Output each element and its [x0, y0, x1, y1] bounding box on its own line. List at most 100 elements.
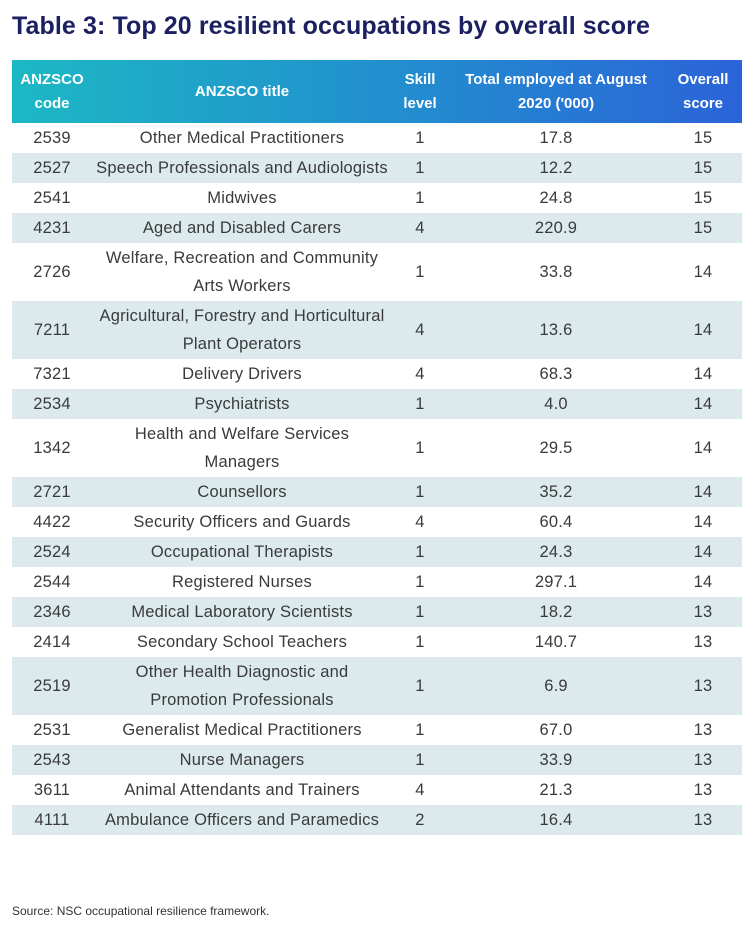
table-row: 4422 Security Officers and Guards 4 60.4 14: [12, 507, 742, 537]
table-cell: Secondary School Teachers: [136, 633, 348, 651]
table-cell: 1: [415, 483, 425, 501]
table-cell: 15: [693, 189, 713, 207]
table-cell: 13: [693, 781, 713, 799]
table-cell: 2539: [33, 129, 71, 147]
table-cell: 14: [693, 543, 713, 561]
table-cell: Psychiatrists: [194, 395, 290, 413]
table-cell: 2519: [33, 677, 71, 695]
table-row: 2519 Other Health Diagnostic and Promotio…: [12, 657, 742, 715]
table-cell: 1342: [33, 439, 71, 457]
table-row: 7211 Agricultural, Forestry and Horticult…: [12, 301, 742, 359]
title: Table 3: Top 20 resilient occupations by…: [12, 12, 651, 40]
table-cell: 60.4: [539, 513, 573, 531]
table-cell: Security Officers and Guards: [133, 513, 351, 531]
table-cell: 1: [415, 129, 425, 147]
table-cell: Ambulance Officers and Paramedics: [104, 811, 380, 829]
table-cell: 1: [415, 543, 425, 561]
table-row: 2539 Other Medical Practitioners 1 17.8 15: [12, 123, 742, 153]
table-cell: Nurse Managers: [179, 751, 305, 769]
table-head: ANZSCO code ANZSCO title Skill level Total …: [12, 60, 742, 123]
table-cell: 14: [693, 513, 713, 531]
table-cell: 1: [415, 573, 425, 591]
table-cell: Health and Welfare Services Managers: [134, 425, 350, 471]
table-cell: 2527: [33, 159, 71, 177]
table-cell: 1: [415, 189, 425, 207]
table-row: 1342 Health and Welfare Services Managers…: [12, 419, 742, 477]
table-cell: 2726: [33, 263, 71, 281]
table-cell: 3611: [33, 781, 71, 799]
table-cell: Welfare, Recreation and Community Arts W…: [105, 249, 379, 295]
table-cell: Other Medical Practitioners: [139, 129, 345, 147]
table-cell: 4: [415, 513, 425, 531]
table-cell: 4422: [33, 513, 71, 531]
table-cell: 6.9: [544, 677, 568, 695]
table-cell: 4: [415, 219, 425, 237]
table-cell: 15: [693, 159, 713, 177]
table-row: 4231 Aged and Disabled Carers 4 220.9 15: [12, 213, 742, 243]
table-cell: 1: [415, 633, 425, 651]
table-row: 4111 Ambulance Officers and Paramedics 2 16…: [12, 805, 742, 835]
table-cell: Aged and Disabled Carers: [142, 219, 342, 237]
header-cell: ANZSCO title: [194, 82, 290, 100]
table-cell: Midwives: [207, 189, 277, 207]
table-cell: 2541: [33, 189, 71, 207]
table-cell: 4231: [33, 219, 71, 237]
table-row: 2544 Registered Nurses 1 297.1 14: [12, 567, 742, 597]
header-cell: ANZSCO code: [20, 70, 84, 112]
table-row: 2346 Medical Laboratory Scientists 1 18.2 13: [12, 597, 742, 627]
table-cell: 4: [415, 365, 425, 383]
table-cell: 67.0: [539, 721, 573, 739]
header-cell: Skill level: [403, 70, 437, 112]
table-cell: 14: [693, 483, 713, 501]
table-cell: 1: [415, 677, 425, 695]
table-cell: 14: [693, 395, 713, 413]
table-cell: 220.9: [534, 219, 578, 237]
table-cell: 2531: [33, 721, 71, 739]
header-cell: Total employed at August 2020 ('000): [465, 70, 647, 112]
table-cell: 140.7: [534, 633, 578, 651]
table-row: 7321 Delivery Drivers 4 68.3 14: [12, 359, 742, 389]
table-cell: Other Health Diagnostic and Promotion Pr…: [135, 663, 349, 709]
table-cell: Speech Professionals and Audiologists: [96, 159, 388, 177]
table-cell: 13: [693, 603, 713, 621]
table-cell: Medical Laboratory Scientists: [131, 603, 353, 621]
table-cell: 14: [693, 573, 713, 591]
table-cell: 21.3: [539, 781, 573, 799]
table-cell: 13.6: [539, 321, 573, 339]
table-cell: 4111: [34, 811, 70, 829]
table-cell: 13: [693, 751, 713, 769]
table-row: 2414 Secondary School Teachers 1 140.7 13: [12, 627, 742, 657]
table-cell: 15: [693, 129, 713, 147]
table-cell: 14: [693, 263, 713, 281]
table-cell: Occupational Therapists: [150, 543, 334, 561]
table-cell: Counsellors: [197, 483, 287, 501]
table-cell: 1: [415, 263, 425, 281]
table-cell: 297.1: [534, 573, 578, 591]
table-cell: 2721: [33, 483, 71, 501]
table-cell: 2543: [33, 751, 71, 769]
table-cell: 13: [693, 811, 713, 829]
table-body: 2539 Other Medical Practitioners 1 17.8 15 25…: [12, 123, 742, 835]
table-cell: 1: [415, 721, 425, 739]
table-cell: 12.2: [539, 159, 573, 177]
table-cell: 17.8: [539, 129, 573, 147]
table-cell: 13: [693, 677, 713, 695]
table-cell: 2544: [33, 573, 71, 591]
table-cell: 4: [415, 781, 425, 799]
table-cell: Delivery Drivers: [182, 365, 302, 383]
table-cell: 14: [693, 365, 713, 383]
table-cell: 13: [693, 633, 713, 651]
table-cell: 33.8: [539, 263, 573, 281]
table-cell: 33.9: [539, 751, 573, 769]
header-row: ANZSCO code ANZSCO title Skill level Total …: [12, 60, 742, 123]
table-cell: 1: [415, 439, 425, 457]
header-cell: Overall score: [677, 70, 729, 112]
table: ANZSCO code ANZSCO title Skill level Total …: [12, 60, 742, 835]
table-cell: 7321: [33, 365, 71, 383]
table-cell: 29.5: [539, 439, 573, 457]
table-row: 2527 Speech Professionals and Audiologist…: [12, 153, 742, 183]
table-row: 2543 Nurse Managers 1 33.9 13: [12, 745, 742, 775]
table-cell: 13: [693, 721, 713, 739]
table-cell: 2: [415, 811, 425, 829]
